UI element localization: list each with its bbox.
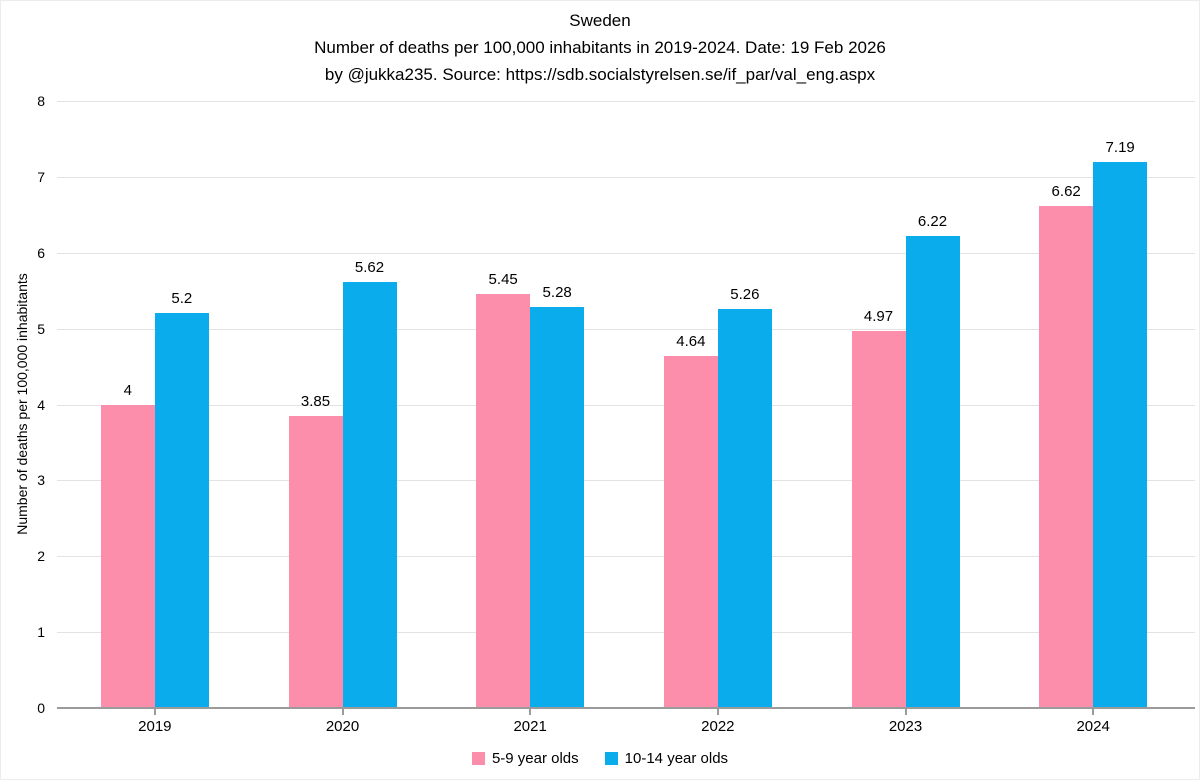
bar-value-label: 4.97 xyxy=(863,307,894,325)
legend-swatch-icon xyxy=(471,752,485,765)
x-tick-2023 xyxy=(904,709,907,715)
bar-value-label: 6.22 xyxy=(917,213,948,231)
bar-value-label: 5.62 xyxy=(354,258,385,276)
x-tick-2024 xyxy=(1092,709,1095,715)
bar-5-9-year-olds-2021: 5.45 xyxy=(476,271,531,708)
chart-subtitle: Number of deaths per 100,000 inhabitants… xyxy=(314,38,886,57)
gridline-y7 xyxy=(57,176,1195,178)
y-tick-label-7: 7 xyxy=(37,168,45,185)
legend-item-5-9-year-olds: 5-9 year olds xyxy=(471,750,579,767)
chart-title: Sweden xyxy=(569,11,631,30)
y-tick-label-4: 4 xyxy=(37,396,45,413)
bar-5-9-year-olds-2023: 4.97 xyxy=(851,308,906,708)
y-tick-label-8: 8 xyxy=(37,93,45,109)
gridline-y5 xyxy=(57,328,1195,330)
bar-5-9-year-olds-2019: 4 xyxy=(100,382,155,708)
bar-10-14-year-olds-2019: 5.2 xyxy=(154,290,209,708)
bar-5-9-year-olds-2024: 6.62 xyxy=(1039,183,1094,708)
x-axis-label-2021: 2021 xyxy=(513,718,547,735)
x-axis-label-2019: 2019 xyxy=(138,718,172,735)
bar-value-label: 5.45 xyxy=(488,271,518,289)
bar-value-label: 4 xyxy=(123,381,132,399)
title-block: Sweden Number of deaths per 100,000 inha… xyxy=(1,7,1199,88)
bar-value-label: 5.26 xyxy=(730,285,760,303)
bar-value-label: 7.19 xyxy=(1105,139,1135,157)
bar-value-label: 3.85 xyxy=(300,392,331,410)
bar-10-14-year-olds-2023: 6.22 xyxy=(905,213,960,708)
y-tick-label-2: 2 xyxy=(37,548,45,565)
legend-label: 5-9 year olds xyxy=(491,750,579,767)
bar-10-14-year-olds-2022: 5.26 xyxy=(717,286,772,708)
y-tick-label-6: 6 xyxy=(37,244,45,261)
gridline-y3 xyxy=(57,480,1195,482)
x-axis-label-2020: 2020 xyxy=(325,718,360,735)
y-tick-label-3: 3 xyxy=(37,472,45,489)
gridline-y8 xyxy=(57,101,1195,102)
gridline-y6 xyxy=(57,252,1195,254)
bar-10-14-year-olds-2021: 5.28 xyxy=(530,284,585,708)
legend-item-10-14-year-olds: 10-14 year olds xyxy=(604,750,729,767)
y-tick-label-1: 1 xyxy=(37,624,45,641)
x-axis-label-2023: 2023 xyxy=(888,718,923,735)
bar-value-label: 4.64 xyxy=(676,332,706,350)
bar-value-label: 5.2 xyxy=(171,290,193,308)
bar-10-14-year-olds-2024: 7.19 xyxy=(1093,139,1148,708)
x-axis-line xyxy=(57,707,1195,709)
plot-area: 4 5.2 3.85 5.62 5.45 5.28 4.64 5.26 4.97 6.22 6.62… xyxy=(61,101,1187,708)
gridline-y2 xyxy=(57,556,1195,558)
chart-attribution: by @jukka235. Source: https://sdb.social… xyxy=(324,65,876,84)
x-axis-label-2024: 2024 xyxy=(1076,718,1110,735)
x-axis-label-2022: 2022 xyxy=(701,718,735,735)
bar-5-9-year-olds-2022: 4.64 xyxy=(663,333,718,708)
x-tick-2019 xyxy=(153,709,156,715)
gridline-y4 xyxy=(57,404,1195,406)
bar-5-9-year-olds-2020: 3.85 xyxy=(288,393,343,708)
y-tick-label-0: 0 xyxy=(37,700,45,716)
legend-label: 10-14 year olds xyxy=(624,750,729,767)
bar-value-label: 5.28 xyxy=(542,284,572,302)
gridline-y1 xyxy=(57,632,1195,634)
y-tick-label-5: 5 xyxy=(37,320,45,337)
x-tick-2020 xyxy=(341,709,344,715)
x-tick-2021 xyxy=(529,709,532,715)
x-tick-2022 xyxy=(716,709,719,715)
legend-swatch-icon xyxy=(604,752,618,765)
bar-10-14-year-olds-2020: 5.62 xyxy=(342,259,397,708)
bar-value-label: 6.62 xyxy=(1051,182,1081,200)
legend: 5-9 year olds 10-14 year olds xyxy=(1,750,1199,767)
